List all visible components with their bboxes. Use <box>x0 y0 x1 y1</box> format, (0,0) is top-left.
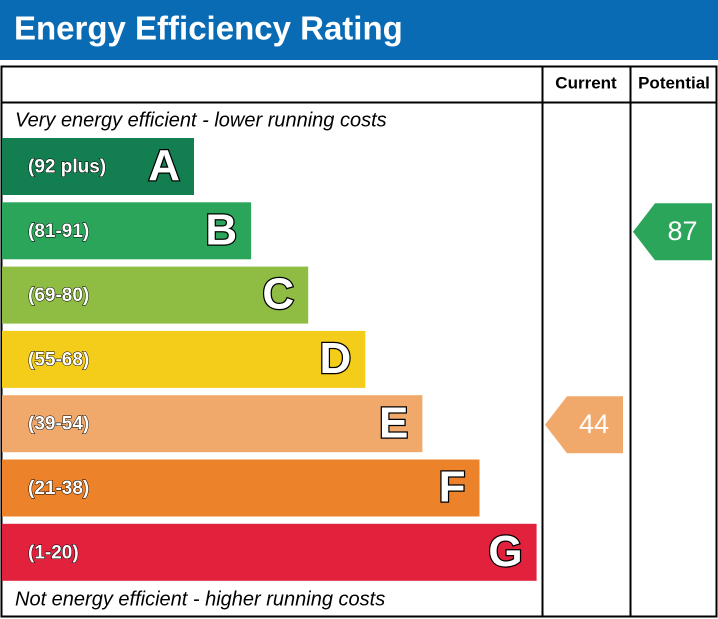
band-bar <box>2 395 423 453</box>
band-range: (21-38) <box>28 478 89 499</box>
band-bar <box>2 523 537 581</box>
band-letter: B <box>205 205 237 254</box>
band-letter: C <box>262 270 294 319</box>
title: Energy Efficiency Rating <box>14 10 403 47</box>
band-bar <box>2 202 252 260</box>
header-bar <box>0 0 718 60</box>
band-letter: D <box>320 334 352 383</box>
band-bar <box>2 266 309 324</box>
band-range: (81-91) <box>28 221 89 242</box>
band-range: (92 plus) <box>28 157 106 178</box>
band-range: (69-80) <box>28 285 89 306</box>
band-letter: G <box>488 527 522 576</box>
bottom-note: Not energy efficient - higher running co… <box>15 588 385 610</box>
band-range: (1-20) <box>28 542 79 563</box>
rating-value: 87 <box>667 216 697 246</box>
potential-header: Potential <box>638 73 710 92</box>
top-note: Very energy efficient - lower running co… <box>15 109 387 131</box>
band-range: (55-68) <box>28 349 89 370</box>
band-range: (39-54) <box>28 414 89 435</box>
rating-arrow <box>545 396 623 454</box>
band-bar <box>2 138 194 195</box>
band-bar <box>2 459 480 517</box>
frame <box>0 65 718 618</box>
band-letter: A <box>148 141 180 190</box>
band-bar <box>2 330 366 388</box>
current-header: Current <box>555 73 617 92</box>
band-letter: F <box>439 463 466 512</box>
rating-arrow <box>633 203 712 261</box>
band-letter: E <box>379 398 408 447</box>
rating-value: 44 <box>579 409 609 439</box>
